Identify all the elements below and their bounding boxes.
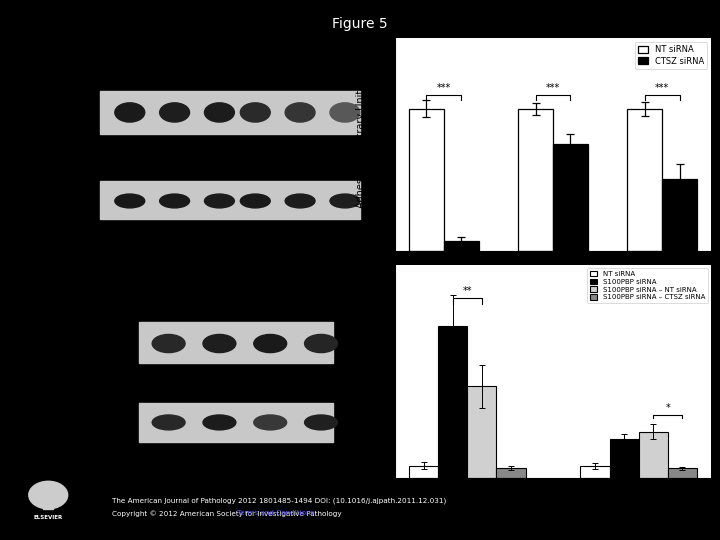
Text: 5: 5 [127, 57, 132, 66]
Ellipse shape [160, 194, 189, 208]
Ellipse shape [114, 194, 145, 208]
Text: The American Journal of Pathology 2012 1801485-1494 DOI: (10.1016/j.ajpath.2011.: The American Journal of Pathology 2012 1… [112, 498, 446, 504]
Text: S100PBP siRNA: S100PBP siRNA [220, 223, 255, 270]
Text: CTSZ: CTSZ [342, 339, 372, 348]
Bar [496, 468, 526, 478]
Circle shape [29, 481, 68, 509]
Text: S100PBP siRNA
+ CTSZ siRNA: S100PBP siRNA + CTSZ siRNA [321, 223, 362, 274]
Bar [627, 109, 662, 251]
Ellipse shape [160, 103, 189, 122]
Legend: NT siRNA, S100PBP siRNA, S100PBP siRNA – NT siRNA, S100PBP siRNA – CTSZ siRNA: NT siRNA, S100PBP siRNA, S100PBP siRNA –… [588, 268, 708, 303]
Text: Copyright © 2012 American Society for Investigative Pathology: Copyright © 2012 American Society for In… [112, 510, 343, 517]
Text: *: * [665, 403, 670, 413]
Text: 42—: 42— [112, 411, 130, 421]
Bar [100, 91, 360, 134]
Text: CTSZ: CTSZ [369, 107, 394, 118]
Text: Figure 5: Figure 5 [332, 17, 388, 31]
Bar [43, 495, 53, 509]
Text: ***: *** [437, 83, 451, 93]
Bar [610, 439, 639, 478]
Text: CTSZ siRNA: CTSZ siRNA [271, 38, 329, 49]
Ellipse shape [152, 415, 185, 430]
Text: 50: 50 [340, 57, 350, 66]
Bar [580, 465, 610, 478]
Text: ***: *** [655, 83, 669, 93]
Text: 38—: 38— [112, 333, 130, 342]
Bar [444, 241, 479, 251]
Text: NT siRNA: NT siRNA [168, 240, 192, 270]
Bar [438, 326, 467, 478]
Text: ELSEVIER: ELSEVIER [34, 515, 63, 521]
Ellipse shape [240, 103, 270, 122]
Text: 34—: 34— [112, 346, 130, 354]
Bar [100, 181, 360, 219]
Text: B: B [70, 269, 84, 287]
Ellipse shape [203, 415, 236, 430]
Ellipse shape [285, 194, 315, 208]
Ellipse shape [330, 194, 360, 208]
Bar [139, 322, 333, 363]
Text: kDa: kDa [114, 322, 130, 331]
Text: S100PBP siRNA
+ NT siRNA: S100PBP siRNA + NT siRNA [270, 223, 312, 274]
Text: kDa: kDa [82, 91, 97, 100]
Text: NT siRNA: NT siRNA [152, 38, 197, 49]
Bar [639, 431, 668, 478]
Ellipse shape [285, 103, 315, 122]
Text: 10: 10 [295, 57, 305, 66]
Ellipse shape [114, 103, 145, 122]
Ellipse shape [253, 334, 287, 353]
Ellipse shape [305, 334, 338, 353]
Ellipse shape [305, 415, 338, 430]
Bar [139, 403, 333, 442]
Ellipse shape [204, 103, 234, 122]
Ellipse shape [240, 194, 270, 208]
Bar [467, 387, 496, 478]
Y-axis label: Adhesion (Arbitrary Units): Adhesion (Arbitrary Units) [356, 81, 366, 208]
Text: ***: *** [546, 83, 560, 93]
Bar [668, 468, 697, 478]
Bar [409, 109, 444, 251]
Legend: NT siRNA, CTSZ siRNA: NT siRNA, CTSZ siRNA [634, 42, 707, 69]
Text: 34—: 34— [79, 114, 97, 123]
Text: 50: 50 [214, 57, 225, 66]
Ellipse shape [204, 194, 234, 208]
Text: Actin: Actin [342, 417, 370, 428]
Bar [662, 179, 697, 251]
Bar [518, 109, 553, 251]
Text: A: A [70, 42, 84, 60]
Bar [553, 144, 588, 251]
Text: **: ** [462, 286, 472, 296]
Ellipse shape [152, 334, 185, 353]
Bar [409, 465, 438, 478]
Ellipse shape [253, 415, 287, 430]
Text: nM: nM [363, 39, 374, 49]
Text: Terms and Conditions: Terms and Conditions [237, 510, 314, 516]
Y-axis label: Adhesion (Arbitrary Units): Adhesion (Arbitrary Units) [351, 308, 361, 435]
Ellipse shape [330, 103, 360, 122]
Text: 10: 10 [169, 57, 180, 66]
Ellipse shape [203, 334, 236, 353]
Text: Actin: Actin [369, 197, 394, 207]
Text: 38—: 38— [80, 102, 97, 111]
Text: 5: 5 [253, 57, 258, 66]
Text: 42—: 42— [80, 187, 97, 196]
